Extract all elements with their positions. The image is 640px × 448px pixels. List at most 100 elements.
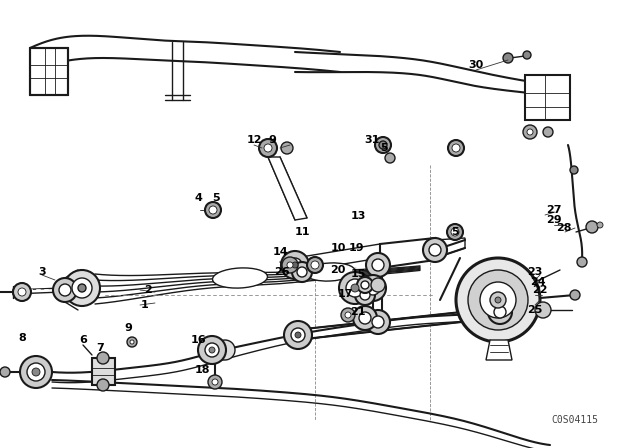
Circle shape <box>375 137 391 153</box>
Circle shape <box>0 367 10 377</box>
Text: 29: 29 <box>546 215 562 225</box>
Circle shape <box>130 340 134 344</box>
Circle shape <box>372 259 384 271</box>
Circle shape <box>346 279 364 297</box>
Circle shape <box>291 328 305 342</box>
Text: 8: 8 <box>18 333 26 343</box>
Circle shape <box>281 251 309 279</box>
Circle shape <box>345 312 351 318</box>
Circle shape <box>339 272 371 304</box>
Circle shape <box>355 285 375 305</box>
Text: 21: 21 <box>350 307 365 317</box>
Circle shape <box>341 308 355 322</box>
Polygon shape <box>380 238 435 268</box>
Circle shape <box>287 262 293 268</box>
Circle shape <box>295 332 301 338</box>
Circle shape <box>205 343 219 357</box>
Circle shape <box>379 141 387 149</box>
Circle shape <box>535 302 551 318</box>
Circle shape <box>523 125 537 139</box>
Circle shape <box>423 238 447 262</box>
Circle shape <box>311 261 319 269</box>
Text: 7: 7 <box>96 343 104 353</box>
Circle shape <box>468 270 528 330</box>
Circle shape <box>448 140 464 156</box>
Circle shape <box>281 142 293 154</box>
Circle shape <box>451 228 459 236</box>
Circle shape <box>360 275 386 301</box>
Circle shape <box>371 278 385 292</box>
Circle shape <box>127 337 137 347</box>
Text: 30: 30 <box>468 60 484 70</box>
Polygon shape <box>486 340 512 360</box>
Circle shape <box>503 53 513 63</box>
Text: 27: 27 <box>547 205 562 215</box>
Text: 2: 2 <box>144 285 152 295</box>
Circle shape <box>282 257 298 273</box>
Circle shape <box>480 282 516 318</box>
Circle shape <box>212 379 218 385</box>
Text: 5: 5 <box>380 143 388 153</box>
Circle shape <box>18 288 26 296</box>
Circle shape <box>209 347 215 353</box>
Polygon shape <box>92 358 115 385</box>
Circle shape <box>27 363 45 381</box>
Circle shape <box>32 368 40 376</box>
Circle shape <box>361 281 369 289</box>
Text: 31: 31 <box>364 135 380 145</box>
Polygon shape <box>435 238 465 258</box>
Circle shape <box>53 278 77 302</box>
Text: 15: 15 <box>350 269 365 279</box>
Text: 20: 20 <box>330 265 346 275</box>
Circle shape <box>527 129 533 135</box>
Circle shape <box>215 340 235 360</box>
Text: 25: 25 <box>527 305 543 315</box>
Circle shape <box>78 284 86 292</box>
Circle shape <box>366 281 380 295</box>
Circle shape <box>359 312 371 324</box>
Circle shape <box>366 310 390 334</box>
Circle shape <box>357 277 373 293</box>
Circle shape <box>353 306 377 330</box>
Circle shape <box>586 221 598 233</box>
Text: 16: 16 <box>190 335 206 345</box>
Circle shape <box>495 297 501 303</box>
Text: 22: 22 <box>532 285 548 295</box>
Text: 13: 13 <box>350 211 365 221</box>
Circle shape <box>292 262 312 282</box>
Text: 19: 19 <box>348 243 364 253</box>
Circle shape <box>64 270 100 306</box>
Circle shape <box>543 127 553 137</box>
Circle shape <box>456 258 540 342</box>
Text: C0S04115: C0S04115 <box>552 415 598 425</box>
Polygon shape <box>295 310 480 340</box>
Circle shape <box>20 356 52 388</box>
Ellipse shape <box>212 268 268 288</box>
Circle shape <box>570 290 580 300</box>
Circle shape <box>366 253 390 277</box>
Circle shape <box>72 278 92 298</box>
Circle shape <box>351 284 359 292</box>
Circle shape <box>490 292 506 308</box>
Text: 9: 9 <box>268 135 276 145</box>
Text: 14: 14 <box>272 247 288 257</box>
Circle shape <box>488 300 512 324</box>
Circle shape <box>209 206 217 214</box>
Circle shape <box>307 257 323 273</box>
Circle shape <box>385 153 395 163</box>
Text: 18: 18 <box>195 365 210 375</box>
Text: 11: 11 <box>294 227 310 237</box>
Polygon shape <box>30 48 68 95</box>
Text: 6: 6 <box>79 335 87 345</box>
Text: 24: 24 <box>530 277 546 287</box>
Circle shape <box>447 224 463 240</box>
Ellipse shape <box>305 263 355 281</box>
Polygon shape <box>525 75 570 120</box>
Circle shape <box>205 202 221 218</box>
Text: 1: 1 <box>141 300 149 310</box>
Text: 3: 3 <box>38 267 46 277</box>
Text: 12: 12 <box>246 135 262 145</box>
Circle shape <box>597 222 603 228</box>
Circle shape <box>429 244 441 256</box>
Circle shape <box>570 166 578 174</box>
